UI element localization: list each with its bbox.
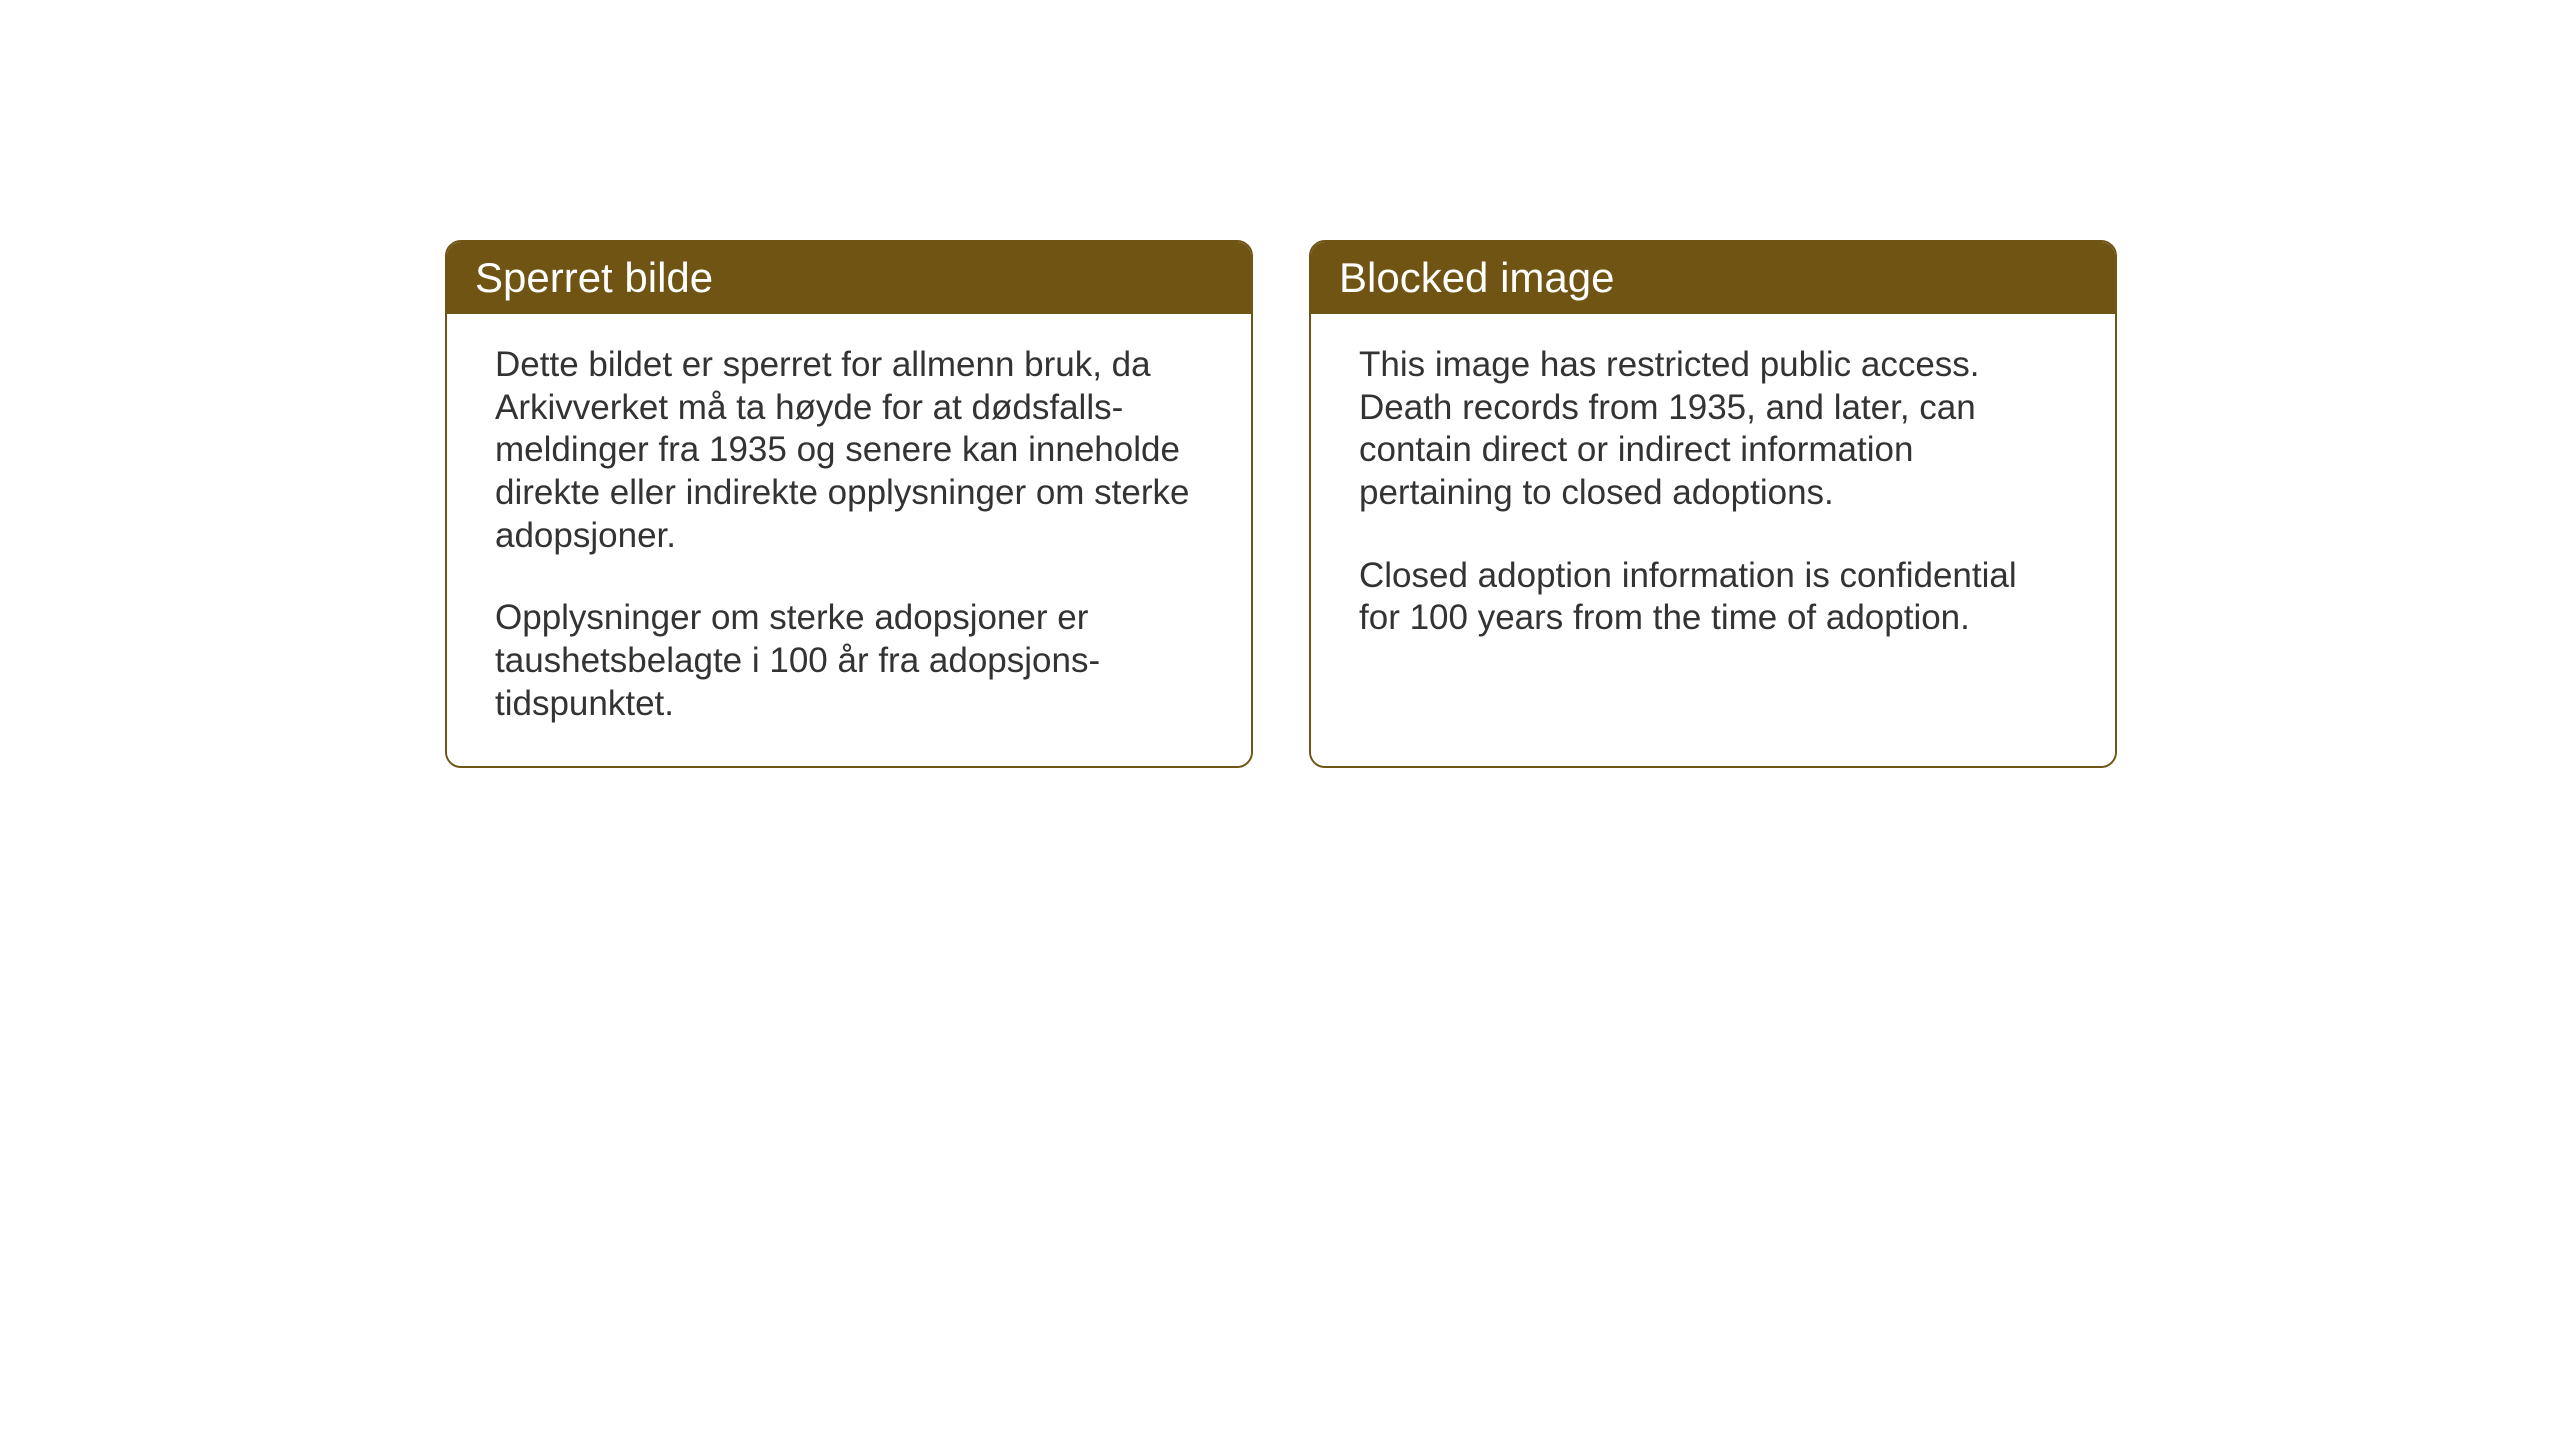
card-title-norwegian: Sperret bilde bbox=[475, 254, 713, 301]
card-header-english: Blocked image bbox=[1311, 242, 2115, 314]
notice-cards-container: Sperret bilde Dette bildet er sperret fo… bbox=[445, 240, 2117, 768]
card-body-norwegian: Dette bildet er sperret for allmenn bruk… bbox=[447, 314, 1251, 766]
notice-card-english: Blocked image This image has restricted … bbox=[1309, 240, 2117, 768]
card-paragraph-1-english: This image has restricted public access.… bbox=[1359, 344, 2067, 515]
card-paragraph-2-norwegian: Opplysninger om sterke adopsjoner er tau… bbox=[495, 597, 1203, 725]
card-title-english: Blocked image bbox=[1339, 254, 1614, 301]
card-paragraph-2-english: Closed adoption information is confident… bbox=[1359, 555, 2067, 640]
card-body-english: This image has restricted public access.… bbox=[1311, 314, 2115, 766]
notice-card-norwegian: Sperret bilde Dette bildet er sperret fo… bbox=[445, 240, 1253, 768]
card-paragraph-1-norwegian: Dette bildet er sperret for allmenn bruk… bbox=[495, 344, 1203, 557]
card-header-norwegian: Sperret bilde bbox=[447, 242, 1251, 314]
